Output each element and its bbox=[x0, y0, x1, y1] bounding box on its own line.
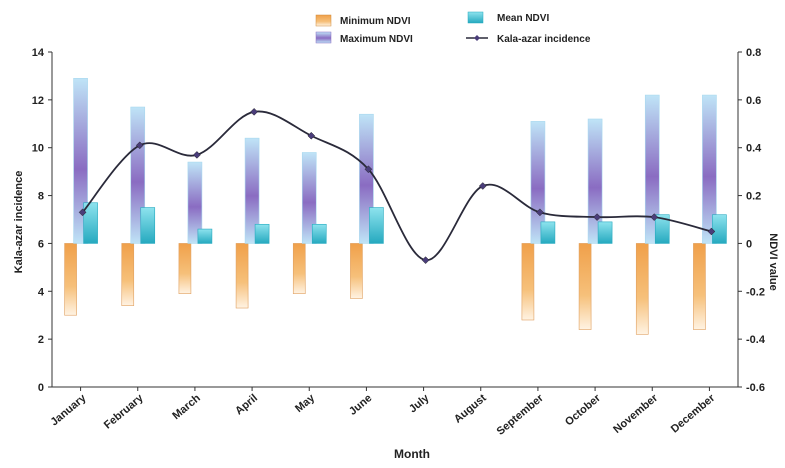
x-tick-label-july: July bbox=[407, 392, 432, 416]
incidence-point-september bbox=[536, 208, 544, 217]
y-tick-label: 4 bbox=[38, 286, 45, 298]
bar-maximum-ndvi-january bbox=[73, 78, 88, 244]
bar-minimum-ndvi-june bbox=[350, 243, 363, 299]
y2-tick-label: -0.4 bbox=[746, 334, 766, 346]
bar-minimum-ndvi-january bbox=[64, 243, 77, 316]
bar-maximum-ndvi-november bbox=[644, 94, 660, 244]
legend-swatch-mean bbox=[467, 11, 484, 24]
incidence-point-march bbox=[193, 151, 201, 159]
x-tick-label-september: September bbox=[495, 392, 547, 438]
bar-mean-ndvi-march bbox=[197, 228, 213, 244]
incidence-point-june bbox=[364, 165, 373, 174]
legend-label-max: Maximum NDVI bbox=[340, 34, 413, 45]
incidence-line bbox=[78, 107, 716, 265]
legend-item-mean: Mean NDVI bbox=[467, 11, 549, 24]
legend-label-incidence: Kala-azar incidence bbox=[497, 34, 591, 45]
incidence-point-february bbox=[135, 141, 144, 150]
x-tick-label-june: June bbox=[347, 392, 374, 418]
y-tick-label: 0 bbox=[38, 382, 44, 394]
bar-mean-ndvi-october bbox=[597, 221, 613, 244]
legend-label-min: Minimum NDVI bbox=[340, 16, 411, 27]
incidence-point-november bbox=[650, 213, 659, 221]
bar-minimum-ndvi-april bbox=[235, 243, 249, 309]
legend-swatch-min bbox=[315, 14, 332, 27]
bar-minimum-ndvi-may bbox=[292, 243, 306, 294]
y2-tick-label: -0.2 bbox=[746, 286, 765, 298]
bar-maximum-ndvi-october bbox=[587, 118, 603, 244]
bar-mean-ndvi-april bbox=[254, 223, 270, 244]
legend-marker-incidence bbox=[474, 35, 480, 41]
x-tick-label-october: October bbox=[563, 392, 604, 429]
bar-mean-ndvi-november bbox=[654, 214, 670, 244]
y2-axis-title: NDVI value bbox=[767, 233, 779, 290]
bar-minimum-ndvi-february bbox=[121, 243, 135, 306]
y-axis-title: Kala-azar incidence bbox=[13, 171, 25, 274]
x-tick-label-august: August bbox=[452, 392, 489, 426]
bar-maximum-ndvi-april bbox=[244, 137, 260, 244]
y2-tick-label: 0.8 bbox=[746, 47, 761, 59]
axes bbox=[51, 52, 739, 388]
x-tick-label-may: May bbox=[293, 392, 318, 416]
y-tick-label: 2 bbox=[38, 334, 44, 346]
incidence-point-may bbox=[307, 131, 316, 140]
legend-item-min: Minimum NDVI bbox=[315, 14, 411, 27]
y-tick-label: 6 bbox=[38, 238, 44, 250]
y2-tick-label: 0.6 bbox=[746, 95, 761, 107]
bar-minimum-ndvi-november bbox=[635, 243, 649, 335]
bar-maximum-ndvi-december bbox=[702, 94, 717, 244]
bar-mean-ndvi-september bbox=[540, 221, 556, 244]
legend-label-mean: Mean NDVI bbox=[497, 13, 549, 24]
bar-minimum-ndvi-october bbox=[578, 243, 592, 330]
bar-maximum-ndvi-march bbox=[187, 161, 203, 244]
incidence-point-december bbox=[707, 227, 716, 236]
bar-mean-ndvi-february bbox=[140, 207, 156, 244]
legend: Minimum NDVI Maximum NDVI Mean NDVI Kala… bbox=[315, 11, 591, 45]
y-tick-label: 10 bbox=[32, 143, 44, 155]
legend-item-incidence: Kala-azar incidence bbox=[466, 34, 591, 45]
incidence-point-april bbox=[250, 107, 258, 116]
x-tick-label-december: December bbox=[669, 392, 718, 436]
y-tick-label: 8 bbox=[38, 191, 44, 203]
bar-minimum-ndvi-march bbox=[178, 243, 192, 294]
bar-mean-ndvi-may bbox=[311, 223, 327, 244]
bar-mean-ndvi-june bbox=[369, 207, 384, 244]
y2-tick-label: 0 bbox=[746, 238, 752, 250]
x-tick-label-november: November bbox=[611, 392, 660, 436]
y2-tick-label: -0.6 bbox=[746, 382, 765, 394]
legend-item-max: Maximum NDVI bbox=[315, 31, 413, 45]
bar-minimum-ndvi-september bbox=[521, 243, 535, 321]
x-tick-label-march: March bbox=[170, 392, 203, 422]
bar-mean-ndvi-december bbox=[712, 214, 727, 244]
legend-swatch-max bbox=[315, 31, 332, 44]
bar-minimum-ndvi-december bbox=[693, 243, 706, 330]
bar-maximum-ndvi-may bbox=[301, 152, 317, 244]
y2-tick-label: 0.2 bbox=[746, 191, 761, 203]
incidence-line-path bbox=[81, 110, 712, 262]
incidence-point-august bbox=[478, 182, 487, 190]
x-tick-label-january: January bbox=[48, 392, 89, 429]
incidence-point-october bbox=[593, 213, 601, 221]
y-tick-label: 14 bbox=[32, 47, 45, 59]
y2-tick-label: 0.4 bbox=[746, 143, 762, 155]
y-tick-label: 12 bbox=[32, 95, 44, 107]
incidence-point-july bbox=[421, 256, 430, 265]
incidence-point-january bbox=[78, 208, 87, 217]
bars bbox=[64, 78, 727, 335]
x-tick-label-february: February bbox=[102, 392, 146, 432]
x-tick-label-april: April bbox=[233, 392, 260, 417]
x-axis-title: Month bbox=[394, 447, 430, 461]
